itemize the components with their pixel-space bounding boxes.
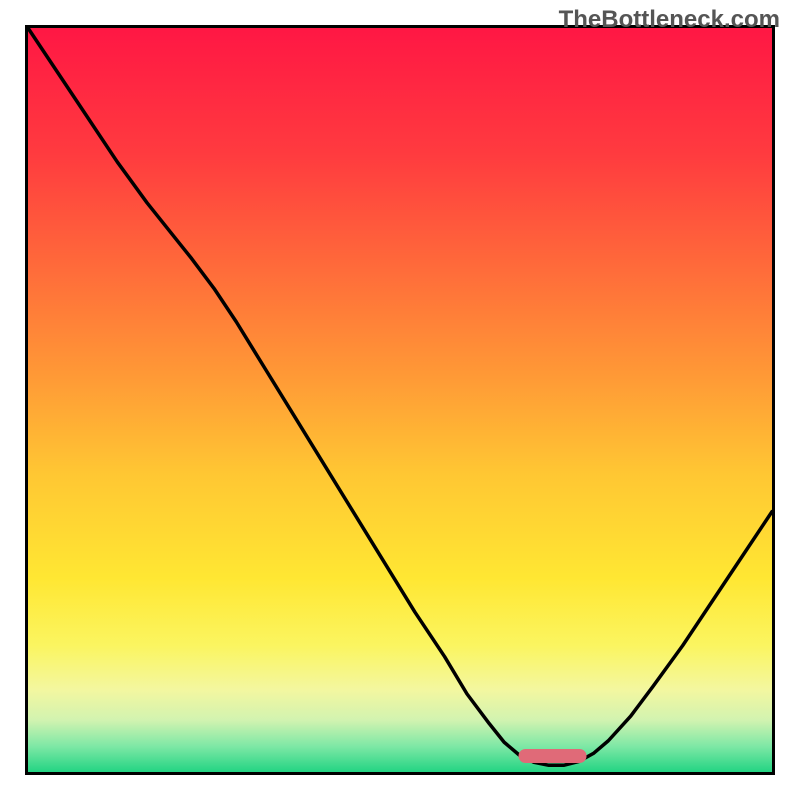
chart-container: TheBottleneck.com bbox=[0, 0, 800, 800]
optimum-marker bbox=[519, 749, 587, 763]
gradient-background bbox=[28, 28, 772, 772]
bottleneck-chart bbox=[0, 0, 800, 800]
watermark-text: TheBottleneck.com bbox=[559, 6, 780, 34]
